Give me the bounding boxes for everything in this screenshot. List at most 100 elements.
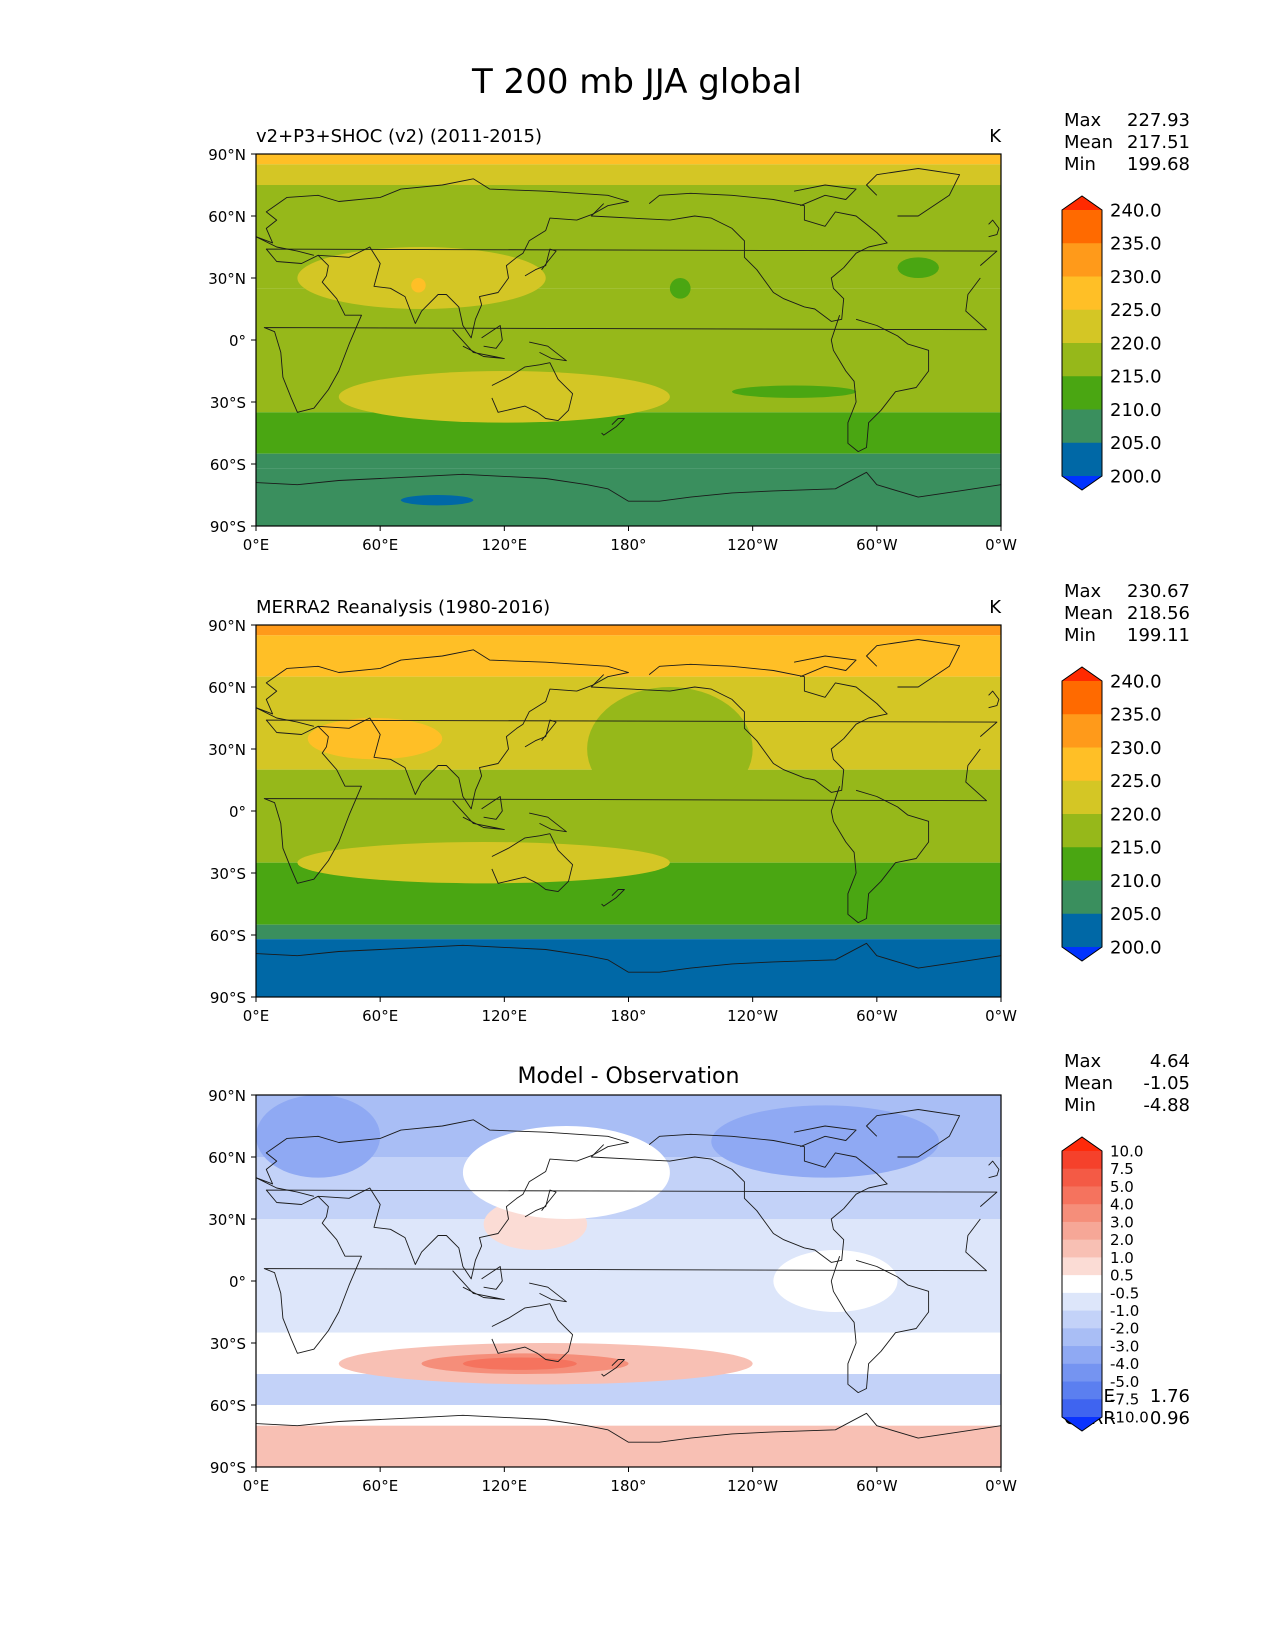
coastline [794, 655, 857, 678]
coastline [590, 663, 888, 793]
colorbar-tick-label: 1.0 [1110, 1249, 1134, 1267]
lon-tick-label: 60°E [362, 1007, 398, 1025]
colorbar-box [1062, 1168, 1102, 1187]
lon-tick-label: 180° [610, 1477, 646, 1495]
colorbar-tick-label: -1.0 [1110, 1302, 1139, 1320]
colorbar-box [1062, 1186, 1102, 1205]
lat-tick-label: 30°N [208, 270, 246, 288]
lat-tick-label: 60°S [210, 927, 246, 945]
colorbar: 10.07.55.04.03.02.01.00.5-0.5-1.0-2.0-3.… [1061, 1136, 1149, 1432]
colorbar-box [1062, 409, 1102, 444]
colorbar-tick-label: 5.0 [1110, 1178, 1134, 1196]
lat-tick-label: 0° [229, 803, 246, 821]
colorbar-box [1062, 1204, 1102, 1223]
field-band [256, 635, 1001, 677]
field-patch [462, 1126, 670, 1219]
coastline [866, 168, 961, 217]
stat-label-max: Max [1064, 110, 1102, 131]
lon-tick-label: 60°E [362, 536, 398, 554]
colorbar-box [1062, 681, 1102, 715]
lat-tick-label: 30°N [208, 741, 246, 759]
field-band [256, 939, 1001, 966]
field-band [256, 924, 1001, 940]
colorbar-tick-label: 240.0 [1110, 671, 1162, 692]
colorbar-outline [1061, 666, 1103, 962]
coastline [988, 1160, 1000, 1179]
coastline [256, 178, 629, 339]
coastline [601, 418, 625, 436]
coastline [481, 1266, 503, 1290]
colorbar-tick-label: -2.0 [1110, 1320, 1139, 1338]
field-patch [462, 1357, 577, 1370]
colorbar-box [1062, 1151, 1102, 1170]
coastline [256, 942, 1001, 973]
coastline [988, 690, 1000, 709]
map-field [256, 154, 1001, 526]
coastline [601, 889, 625, 907]
colorbar-box [1062, 714, 1102, 748]
field-band [256, 1405, 1001, 1426]
colorbar-tick-label: 4.0 [1110, 1196, 1134, 1214]
map-field [256, 625, 1001, 997]
lat-tick-label: 30°S [210, 865, 246, 883]
colorbar-tick-label: 225.0 [1110, 300, 1162, 321]
colorbar-box [1062, 1239, 1102, 1258]
field-band [256, 625, 1001, 636]
stat-value-min: -4.88 [1143, 1095, 1190, 1116]
lat-tick-label: 0° [229, 1273, 246, 1291]
colorbar-outline [1061, 1136, 1103, 1432]
colorbar-extend-max [1062, 1137, 1102, 1151]
stat-label-max: Max [1064, 1051, 1102, 1072]
lon-tick-label: 60°W [856, 536, 898, 554]
lat-tick-label: 60°S [210, 1397, 246, 1415]
coastline [256, 649, 629, 810]
coastline [491, 1303, 574, 1363]
colorbar-tick-label: 220.0 [1110, 804, 1162, 825]
lon-tick-label: 120°E [482, 1007, 528, 1025]
coastline [866, 1109, 961, 1158]
colorbar-tick-label: 205.0 [1110, 433, 1162, 454]
coastline [491, 362, 574, 422]
stat-value-mean: 218.56 [1127, 603, 1190, 624]
colorbar-box [1062, 1292, 1102, 1312]
colorbar-tick-label: 0.5 [1110, 1267, 1134, 1285]
stat-value-max: 4.64 [1150, 1051, 1190, 1072]
colorbar-box [1062, 276, 1102, 311]
coastline [529, 812, 567, 833]
coastline [866, 639, 961, 688]
coastline [794, 184, 857, 207]
coastline [590, 1133, 888, 1263]
stat-value-mean: 217.51 [1127, 132, 1190, 153]
field-patch [297, 842, 670, 884]
colorbar-box [1062, 1363, 1102, 1383]
stat-label-min: Min [1064, 625, 1096, 646]
lat-tick-label: 30°S [210, 394, 246, 412]
colorbar-box [1062, 309, 1102, 344]
field-patch [545, 195, 815, 278]
coastline [256, 1119, 629, 1280]
field-band [256, 468, 1001, 526]
colorbar-box [1062, 1221, 1102, 1241]
colorbar-tick-label: 230.0 [1110, 738, 1162, 759]
colorbar-box [1062, 442, 1102, 477]
colorbar-box [1062, 814, 1102, 848]
panel-units: K [989, 126, 1002, 147]
panel-title: Model - Observation [518, 1064, 740, 1089]
lon-tick-label: 180° [610, 1007, 646, 1025]
stat-value-min: 199.68 [1127, 154, 1190, 175]
colorbar-tick-label: -3.0 [1110, 1337, 1139, 1355]
field-band [256, 1425, 1001, 1467]
colorbar-box [1062, 747, 1102, 782]
coastline [601, 1359, 625, 1377]
coastline [529, 1282, 567, 1303]
field-patch [307, 718, 443, 760]
stat-value-min: 199.11 [1127, 625, 1190, 646]
lat-tick-label: 30°S [210, 1335, 246, 1353]
panel-title: v2+P3+SHOC (v2) (2011-2015) [256, 126, 542, 147]
colorbar-box [1062, 847, 1102, 881]
lon-tick-label: 120°W [727, 536, 778, 554]
coastline [256, 1412, 1001, 1443]
colorbar: 240.0 235.0 230.0 225.0 220.0 215.0 210.0 205.0… [1061, 195, 1162, 491]
colorbar-extend-min [1062, 1417, 1102, 1431]
